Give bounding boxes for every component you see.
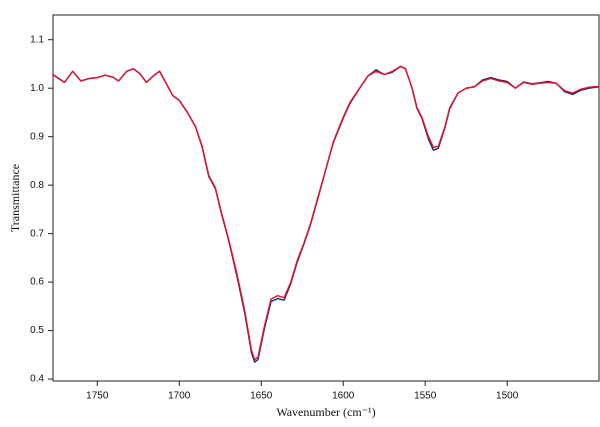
series-line	[52, 65, 600, 363]
y-tick-label: 0.4	[30, 374, 44, 385]
y-tick-label: 0.5	[30, 325, 44, 336]
series-line	[52, 65, 600, 361]
x-tick-label: 1700	[168, 391, 191, 402]
y-tick-label: 0.6	[30, 277, 44, 288]
y-axis-label: Transmittance	[8, 164, 22, 232]
plot-frame	[52, 14, 600, 382]
y-tick-label: 1.1	[30, 34, 44, 45]
y-tick-label: 0.7	[30, 228, 44, 239]
x-tick-label: 1650	[250, 391, 273, 402]
y-tick-label: 1.0	[30, 83, 44, 94]
y-tick-label: 0.8	[30, 180, 44, 191]
x-tick-label: 1600	[332, 391, 355, 402]
x-axis-label: Wavenumber (cm⁻¹)	[276, 405, 375, 419]
y-tick-label: 0.9	[30, 131, 44, 142]
x-tick-label: 1500	[496, 391, 519, 402]
x-tick-label: 1750	[86, 391, 109, 402]
x-tick-label: 1550	[414, 391, 437, 402]
